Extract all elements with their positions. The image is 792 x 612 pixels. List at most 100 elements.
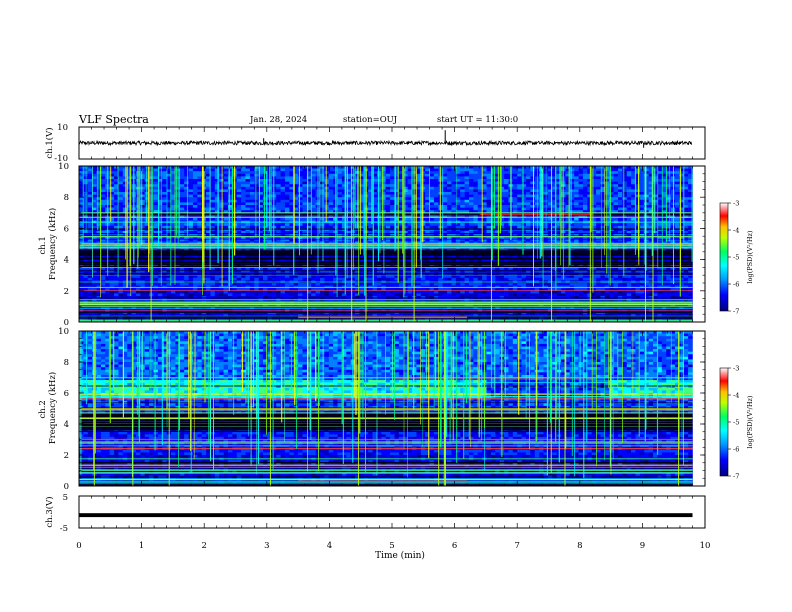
spectrogram-cell (644, 223, 649, 227)
spectrogram-cell (635, 223, 641, 227)
spectrogram-cell (578, 210, 584, 214)
spectrogram-cell (688, 199, 693, 203)
spectrogram-cell (372, 233, 378, 237)
spectrogram-cell (543, 176, 549, 180)
spectrogram-cell (157, 171, 163, 175)
spectrogram-cell (346, 168, 351, 172)
spectrogram-cell (464, 205, 470, 208)
spectrogram-cell (249, 218, 255, 221)
spectrogram-cell (175, 181, 181, 185)
spectrogram-cell (214, 173, 220, 177)
spectrogram-cell (626, 179, 632, 182)
spectrogram-cell (613, 192, 619, 195)
spectrogram-cell (587, 233, 592, 237)
spectrogram-cell (504, 233, 509, 237)
spectrogram-cell (241, 197, 246, 201)
spectrogram-cell (460, 218, 465, 221)
spectrogram-cell (666, 218, 671, 221)
spectrogram-cell (469, 181, 474, 185)
spectrogram-cell (280, 186, 286, 190)
spectrogram-cell (464, 176, 470, 180)
spectrogram-cell (100, 168, 106, 172)
spectrogram-cell (674, 171, 680, 175)
spectrogram-cell (210, 197, 216, 201)
spectrogram-cell (486, 225, 492, 229)
spectrogram-cell (486, 220, 492, 224)
spectrogram-cell (631, 184, 636, 188)
spectrogram-cell (464, 225, 470, 229)
spectrogram-cell (276, 199, 281, 203)
spectrogram-cell (477, 225, 483, 229)
spectrogram-cell (359, 197, 365, 201)
spectrogram-cell (574, 189, 579, 193)
spectrogram-cell (341, 189, 347, 193)
spectrogram-cell (179, 192, 185, 195)
spectrogram-cell (92, 238, 97, 242)
spectrogram-cell (490, 202, 496, 206)
spectrogram-cell (517, 184, 522, 188)
spectrogram-cell (495, 171, 500, 175)
spectrogram-cell (451, 189, 457, 193)
spectrogram-cell (578, 223, 584, 227)
spectrogram-cell (100, 197, 106, 201)
spectrogram-cell (609, 176, 614, 180)
spectrogram-cell (280, 238, 286, 242)
spectrogram-cell (359, 179, 365, 182)
spectrogram-cell (495, 210, 500, 214)
spectrogram-cell (276, 238, 281, 242)
spectrogram-cell (613, 223, 619, 227)
spectrogram-cell (258, 236, 264, 240)
spectrogram-cell (556, 220, 562, 224)
spectrogram-cell (473, 194, 479, 198)
spectrogram-cell (219, 189, 224, 193)
spectrogram-cell (302, 173, 308, 177)
spectrogram-cell (223, 179, 229, 182)
spectrogram-cell (236, 231, 242, 234)
spectrogram-cell (118, 186, 124, 190)
spectrogram-cell (639, 181, 645, 185)
spectrogram-cell (451, 238, 457, 242)
spectrogram-cell (328, 181, 334, 185)
spectrogram-cell (162, 184, 167, 188)
spectrogram-cell (455, 238, 461, 242)
spectrogram-cell (442, 168, 448, 172)
spectrogram-cell (552, 179, 557, 182)
spectrogram-cell (245, 210, 251, 214)
spectrogram-cell (425, 231, 430, 234)
spectrogram-cell (324, 197, 330, 201)
spectrogram-cell (521, 189, 527, 193)
spectrogram-cell (547, 225, 553, 229)
spectrogram-cell (517, 189, 522, 193)
spectrogram-cell (249, 184, 255, 188)
spectrogram-cell (433, 197, 439, 201)
spectrogram-cell (284, 184, 290, 188)
spectrogram-cell (477, 173, 483, 177)
spectrogram-cell (403, 225, 408, 229)
spectrogram-cell (416, 199, 422, 203)
spectrogram-cell (210, 223, 216, 227)
spectrogram-cell (469, 168, 474, 172)
spectrogram-cell (666, 202, 671, 206)
spectrogram-cell (162, 179, 167, 182)
spectrogram-cell (626, 194, 632, 198)
spectrogram-cell (460, 205, 465, 208)
spectrogram-cell (385, 194, 391, 198)
spectrogram-cell (569, 202, 575, 206)
spectrogram-cell (144, 233, 150, 237)
spectrogram-cell (100, 238, 106, 242)
spectrogram-cell (631, 223, 636, 227)
spectrogram-cell (622, 181, 628, 185)
spectrogram-cell (263, 184, 268, 188)
spectrogram-cell (171, 220, 176, 224)
spectrogram-cell (477, 176, 483, 180)
spectrogram-cell (192, 184, 198, 188)
spectrogram-cell (171, 176, 176, 180)
spectrogram-cell (600, 231, 606, 234)
spectrogram-cell (543, 225, 549, 229)
spectrogram-cell (153, 223, 159, 227)
spectrogram-cell (631, 168, 636, 172)
spectrogram-cell (289, 223, 295, 227)
spectrogram-cell (578, 166, 584, 169)
spectrogram-cell (460, 189, 465, 193)
spectrogram-cell (328, 189, 334, 193)
